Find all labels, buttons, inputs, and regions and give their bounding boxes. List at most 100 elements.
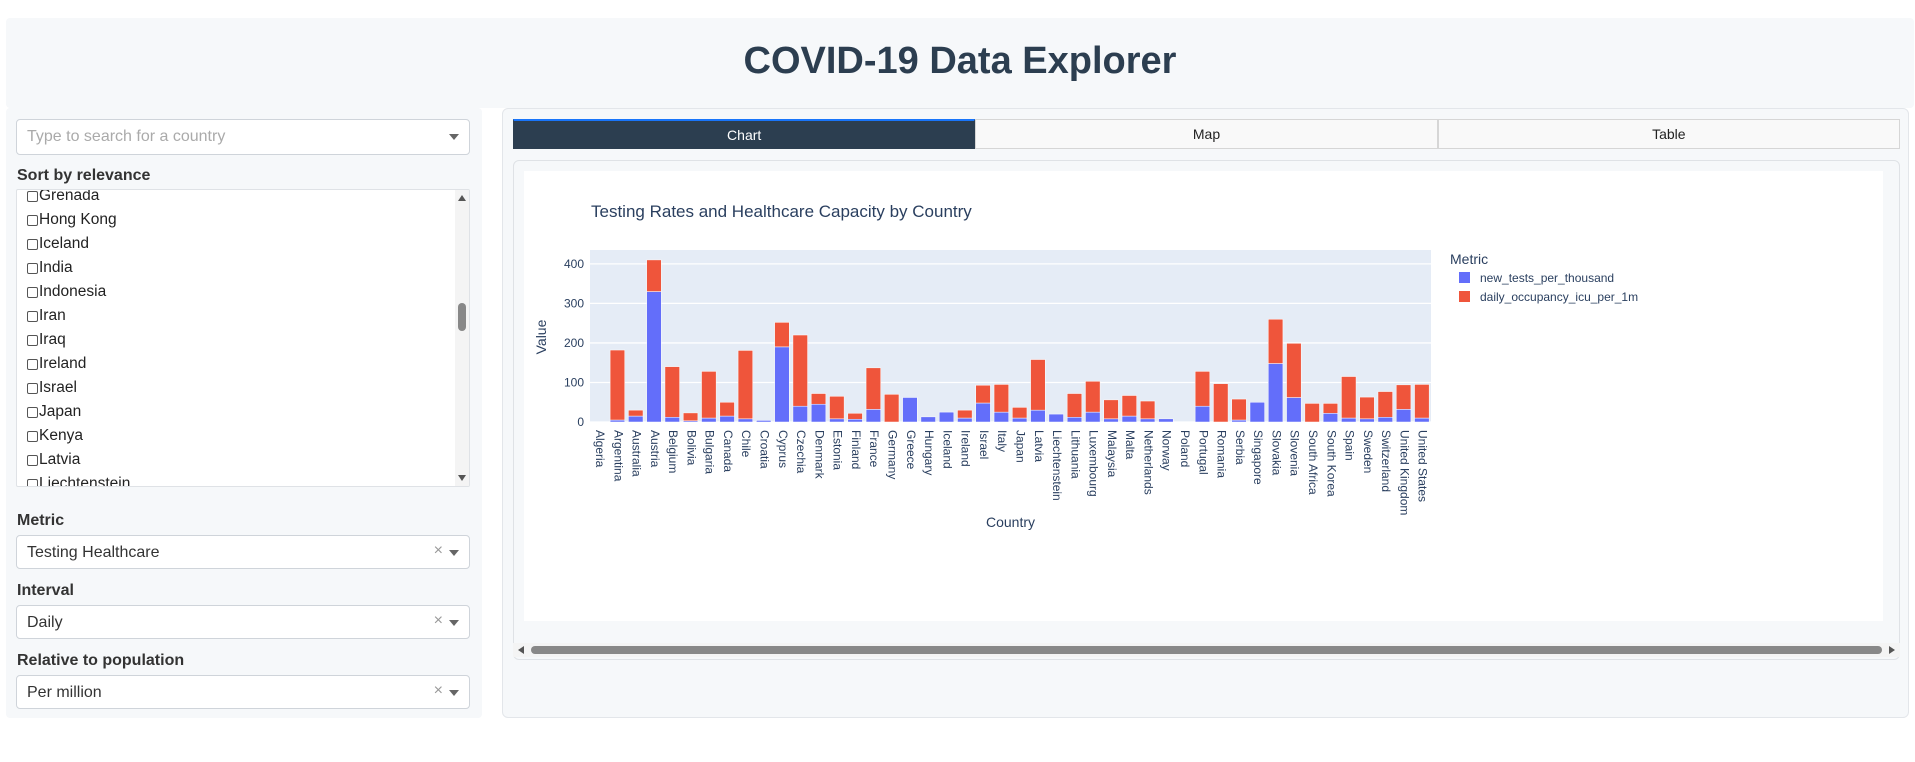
bar-tests[interactable] <box>1194 405 1211 423</box>
country-item[interactable]: Liechtenstein <box>27 472 130 486</box>
bar-icu[interactable] <box>646 259 662 292</box>
bar-icu[interactable] <box>1030 359 1046 411</box>
legend-label[interactable]: daily_occupancy_icu_per_1m <box>1480 290 1638 304</box>
bar-tests[interactable] <box>865 409 881 423</box>
bar-icu[interactable] <box>774 322 790 348</box>
bar-tests[interactable] <box>737 418 753 423</box>
country-item[interactable]: Japan <box>27 400 130 424</box>
chevron-down-icon[interactable] <box>449 550 459 556</box>
bar-tests[interactable] <box>993 411 1009 423</box>
bar-icu[interactable] <box>884 394 900 423</box>
checkbox[interactable] <box>27 382 38 394</box>
bar-tests[interactable] <box>1322 413 1339 423</box>
checkbox[interactable] <box>27 310 38 322</box>
bar-tests[interactable] <box>957 417 973 423</box>
bar-tests[interactable] <box>975 402 991 423</box>
bar-tests[interactable] <box>1158 418 1174 423</box>
country-item[interactable]: Iran <box>27 304 130 328</box>
bar-tests[interactable] <box>847 418 863 423</box>
bar-icu[interactable] <box>865 367 881 410</box>
checkbox[interactable] <box>27 190 38 202</box>
bar-icu[interactable] <box>1268 318 1284 364</box>
bar-icu[interactable] <box>829 396 845 420</box>
bar-tests[interactable] <box>628 415 644 423</box>
bar-icu[interactable] <box>792 334 808 407</box>
bar-icu[interactable] <box>1322 403 1339 414</box>
metric-select[interactable]: Testing Healthcare × <box>16 535 470 569</box>
checkbox[interactable] <box>27 406 38 418</box>
bar-tests[interactable] <box>1268 363 1284 423</box>
country-item[interactable]: Iraq <box>27 328 130 352</box>
country-item[interactable]: Hong Kong <box>27 208 130 232</box>
bar-tests[interactable] <box>1103 418 1119 423</box>
tab-chart[interactable]: Chart <box>513 119 976 149</box>
list-scrollbar[interactable] <box>455 190 469 486</box>
bar-icu[interactable] <box>701 371 717 419</box>
bar-icu[interactable] <box>1304 403 1320 423</box>
bar-icu[interactable] <box>1085 381 1101 413</box>
country-item[interactable]: India <box>27 256 130 280</box>
bar-tests[interactable] <box>1231 419 1247 423</box>
bar-tests[interactable] <box>829 418 845 423</box>
bar-icu[interactable] <box>664 366 680 418</box>
bar-icu[interactable] <box>1341 376 1357 419</box>
clear-icon[interactable]: × <box>433 612 443 629</box>
bar-icu[interactable] <box>1286 343 1302 398</box>
bar-tests[interactable] <box>1085 411 1101 423</box>
bar-tests[interactable] <box>810 403 827 423</box>
bar-tests[interactable] <box>1359 418 1375 423</box>
checkbox[interactable] <box>27 358 38 370</box>
bar-icu[interactable] <box>628 409 644 417</box>
bar-tests[interactable] <box>792 405 808 423</box>
bar-tests[interactable] <box>646 291 662 423</box>
bar-icu[interactable] <box>1231 398 1247 421</box>
country-item[interactable]: Latvia <box>27 448 130 472</box>
checkbox[interactable] <box>27 454 38 466</box>
scroll-down-icon[interactable] <box>458 475 466 481</box>
tab-map[interactable]: Map <box>975 119 1438 149</box>
country-item[interactable]: Kenya <box>27 424 130 448</box>
bar-icu[interactable] <box>1066 393 1083 418</box>
bar-tests[interactable] <box>1048 413 1064 423</box>
interval-select[interactable]: Daily × <box>16 605 470 639</box>
legend-label[interactable]: new_tests_per_thousand <box>1480 271 1614 285</box>
bar-tests[interactable] <box>920 416 936 423</box>
bar-icu[interactable] <box>847 413 863 420</box>
bar-icu[interactable] <box>1140 400 1156 420</box>
country-item[interactable]: Grenada <box>27 190 130 208</box>
legend-swatch[interactable] <box>1459 272 1470 283</box>
checkbox[interactable] <box>27 238 38 250</box>
bar-tests[interactable] <box>1066 417 1083 423</box>
clear-icon[interactable]: × <box>433 542 443 559</box>
bar-tests[interactable] <box>609 419 625 423</box>
legend-swatch[interactable] <box>1459 291 1470 302</box>
bar-tests[interactable] <box>1249 401 1265 423</box>
bar-icu[interactable] <box>975 384 991 404</box>
bar-icu[interactable] <box>1121 395 1137 417</box>
checkbox[interactable] <box>27 334 38 346</box>
bar-icu[interactable] <box>737 350 753 420</box>
bar-icu[interactable] <box>609 349 625 421</box>
chevron-down-icon[interactable] <box>449 134 459 140</box>
bar-tests[interactable] <box>1377 417 1393 423</box>
bar-tests[interactable] <box>719 415 735 423</box>
bar-icu[interactable] <box>993 384 1009 413</box>
scrollbar-thumb[interactable] <box>531 646 1882 654</box>
bar-icu[interactable] <box>719 401 735 417</box>
clear-icon[interactable]: × <box>433 682 443 699</box>
chevron-down-icon[interactable] <box>449 620 459 626</box>
bar-icu[interactable] <box>1377 391 1393 418</box>
bar-tests[interactable] <box>1414 417 1430 423</box>
bar-tests[interactable] <box>1140 418 1156 423</box>
bar-icu[interactable] <box>1396 384 1412 410</box>
scroll-up-icon[interactable] <box>458 195 466 201</box>
relative-select[interactable]: Per million × <box>16 675 470 709</box>
bar-tests[interactable] <box>1030 409 1046 423</box>
checkbox[interactable] <box>27 214 38 226</box>
bar-tests[interactable] <box>701 417 717 423</box>
checkbox[interactable] <box>27 478 38 486</box>
bar-tests[interactable] <box>1121 415 1137 423</box>
country-item[interactable]: Ireland <box>27 352 130 376</box>
bar-tests[interactable] <box>1341 417 1357 423</box>
legend[interactable]: Metric new_tests_per_thousand daily_occup… <box>1450 251 1638 304</box>
